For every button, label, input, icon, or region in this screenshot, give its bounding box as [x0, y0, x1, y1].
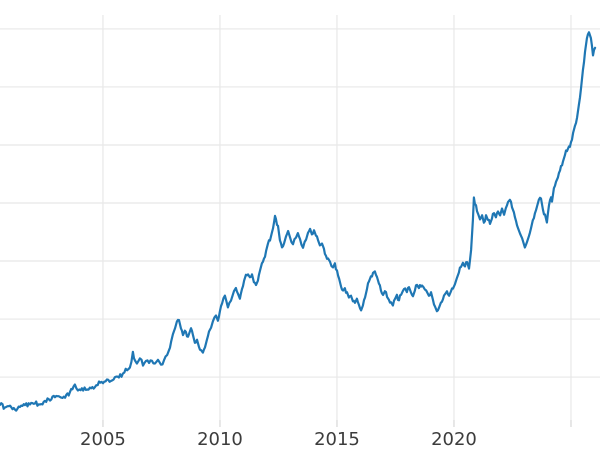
price-series-line [0, 31, 597, 412]
x-tick-label-2015: 2015 [314, 429, 360, 450]
x-tick-label-2010: 2010 [197, 429, 243, 450]
x-tick-label-2020: 2020 [431, 429, 477, 450]
x-tick-label-2005: 2005 [80, 429, 126, 450]
